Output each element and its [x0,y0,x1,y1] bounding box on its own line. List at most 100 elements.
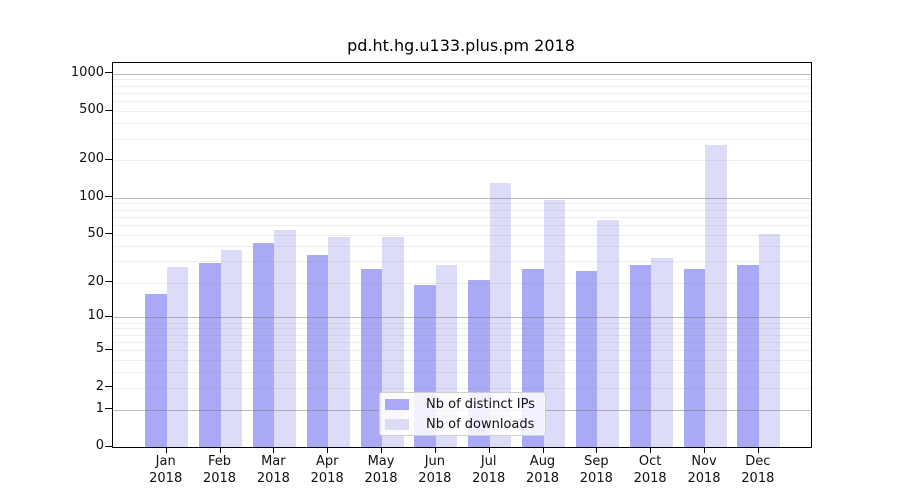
x-tick-month-oct: Oct [638,454,662,469]
gridline-major-100 [113,197,811,199]
y-tick-5 [105,348,112,350]
y-tick-10 [105,315,112,317]
y-tick-0 [105,445,112,447]
bar-downloads-jan [166,266,189,447]
x-tick-month-apr: Apr [315,454,339,469]
x-tick-label-apr: Apr 2018 [295,453,359,487]
x-tick-month-nov: Nov [691,454,717,469]
x-tick-month-jun: Jun [424,454,445,469]
x-tick-jun [434,447,436,453]
x-tick-year-apr: 2018 [310,471,344,486]
x-tick-label-mar: Mar 2018 [241,453,305,487]
y-tick-20 [105,281,112,282]
gridline-minor-40 [113,246,811,248]
bar-ips-oct [629,265,652,447]
y-tick-label-1000: 1000 [70,64,104,80]
gridline-minor-2 [113,387,811,389]
gridline-minor-600 [113,101,811,103]
y-tick-label-5: 5 [95,341,104,357]
x-tick-month-aug: Aug [529,454,556,469]
x-tick-year-jan: 2018 [149,471,183,486]
bar-ips-feb [199,263,221,447]
x-tick-label-dec: Dec 2018 [726,453,790,487]
gridline-minor-500 [113,111,811,113]
y-tick-200 [105,158,112,160]
x-tick-month-jul: Jul [480,454,497,469]
y-tick-100 [105,196,112,198]
gridline-minor-900 [113,79,811,81]
gridline-minor-80 [113,209,811,211]
x-tick-month-sep: Sep [584,454,609,469]
x-tick-apr [327,447,329,453]
gridline-minor-90 [113,203,811,205]
gridline-major-10 [113,317,811,319]
bar-ips-apr [306,254,329,447]
y-tick-50 [105,233,112,235]
bar-ips-may [360,268,383,447]
x-tick-jul [488,447,490,453]
bar-ips-nov [683,268,705,447]
plot-area [112,62,812,448]
x-tick-month-feb: Feb [208,454,232,469]
chart-title: pd.ht.hg.u133.plus.pm 2018 [347,36,575,55]
x-tick-year-mar: 2018 [256,471,290,486]
bar-downloads-mar [274,229,296,447]
y-tick-label-100: 100 [79,188,104,204]
gridline-minor-9 [113,322,811,324]
x-tick-label-jun: Jun 2018 [403,453,467,487]
gridline-minor-20 [113,282,811,284]
gridline-minor-3 [113,372,811,374]
gridline-minor-400 [113,123,811,125]
x-tick-mar [273,447,275,453]
y-tick-2 [105,386,112,388]
y-tick-label-200: 200 [79,151,104,167]
legend: Nb of distinct IPs Nb of downloads [379,392,546,436]
legend-entry-downloads: Nb of downloads [385,414,545,434]
gridline-minor-700 [113,92,811,94]
x-tick-year-jun: 2018 [418,471,452,486]
gridline-minor-5 [113,350,811,352]
y-tick-label-10: 10 [87,308,104,324]
legend-swatch-ips-icon [385,398,409,410]
x-tick-sep [596,447,598,453]
x-tick-year-oct: 2018 [633,471,667,486]
x-tick-feb [219,447,221,453]
x-tick-year-nov: 2018 [687,471,721,486]
y-tick-1 [105,408,112,410]
x-tick-aug [542,447,544,453]
y-tick-1000 [105,72,112,74]
x-tick-month-dec: Dec [745,454,771,469]
x-tick-label-aug: Aug 2018 [511,453,575,487]
y-tick-label-0: 0 [95,438,104,453]
x-tick-label-may: May 2018 [349,453,413,487]
bar-ips-dec [737,265,759,447]
x-tick-year-jul: 2018 [472,471,506,486]
gridline-minor-60 [113,224,811,226]
y-tick-label-500: 500 [79,102,104,118]
y-tick-label-50: 50 [87,225,104,241]
x-tick-nov [704,447,705,453]
legend-label-ips: Nb of distinct IPs [426,396,535,412]
x-tick-year-aug: 2018 [525,471,560,486]
x-tick-label-jan: Jan 2018 [134,453,198,487]
gridline-minor-50 [113,234,811,236]
x-tick-jan [165,447,167,453]
x-tick-year-sep: 2018 [579,471,613,486]
y-tick-500 [105,109,112,111]
bar-downloads-feb [220,250,243,447]
gridline-minor-30 [113,261,811,263]
x-tick-may [381,447,383,453]
x-tick-label-jul: Jul 2018 [457,453,521,487]
y-tick-label-1: 1 [95,400,104,416]
gridline-minor-800 [113,85,811,87]
x-tick-label-nov: Nov 2018 [672,453,736,487]
gridline-minor-8 [113,328,811,330]
bar-downloads-aug [543,200,565,447]
x-tick-year-feb: 2018 [202,471,237,486]
x-tick-label-oct: Oct 2018 [618,453,682,487]
x-tick-month-mar: Mar [261,454,286,469]
x-tick-oct [650,447,652,453]
gridline-major-1000 [113,73,811,75]
x-tick-year-may: 2018 [364,471,398,486]
